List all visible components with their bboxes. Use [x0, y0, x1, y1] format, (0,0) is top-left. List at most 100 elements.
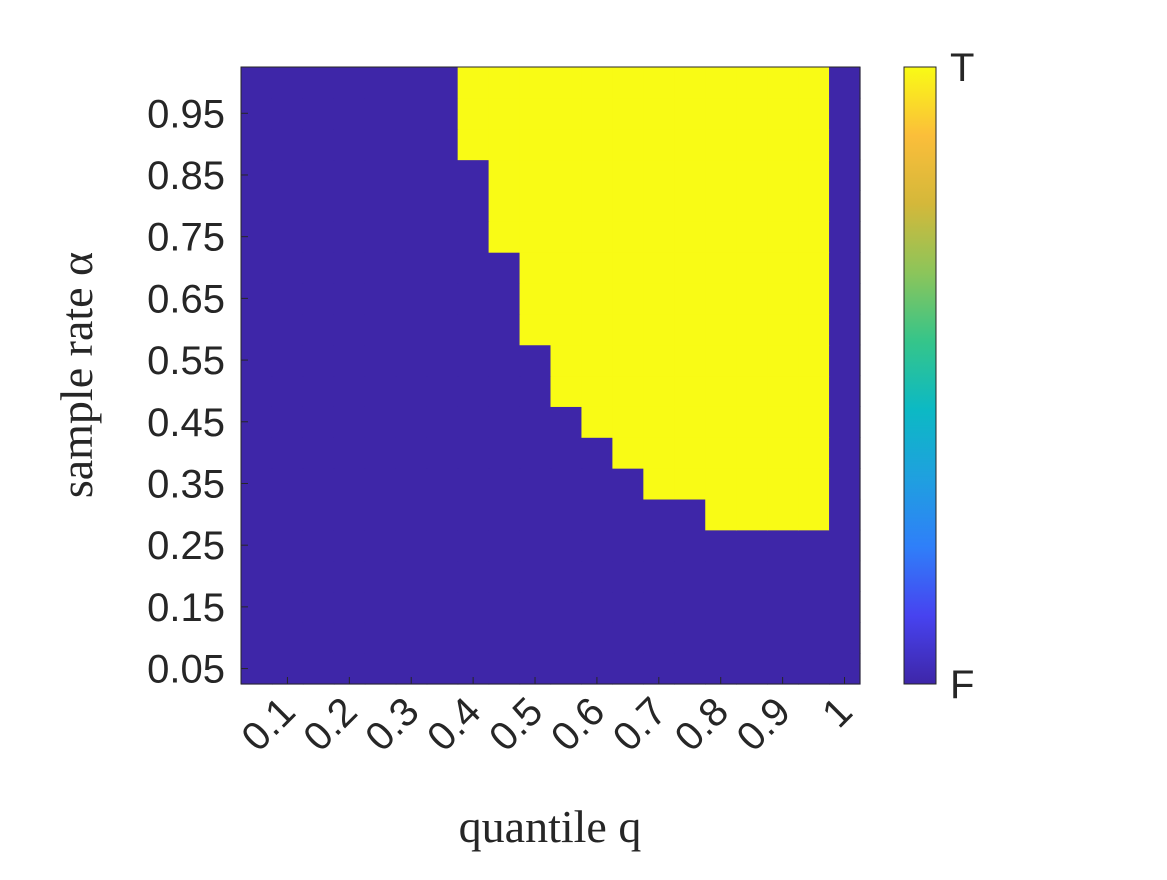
- cell: [705, 313, 737, 346]
- cell: [457, 344, 490, 377]
- cell: [519, 622, 552, 654]
- cell: [550, 252, 583, 284]
- cell: [581, 67, 613, 99]
- cell: [302, 529, 335, 562]
- cell: [798, 313, 830, 346]
- cell: [302, 128, 335, 161]
- cell: [426, 221, 459, 253]
- cell: [612, 406, 644, 438]
- cell: [643, 282, 675, 315]
- cell: [612, 159, 644, 191]
- cell: [550, 344, 583, 377]
- cell: [426, 498, 459, 531]
- cell: [674, 406, 706, 438]
- cell: [333, 221, 366, 253]
- x-axis-label: quantile q: [459, 801, 642, 852]
- colorbar-tick-label: T: [950, 46, 974, 90]
- cell: [674, 498, 706, 531]
- cell: [829, 591, 861, 623]
- cell: [829, 560, 861, 593]
- cell: [457, 406, 490, 438]
- cell: [488, 344, 521, 377]
- cell: [581, 282, 613, 315]
- y-tick-label: 0.85: [147, 154, 225, 198]
- cell: [798, 67, 830, 99]
- cell: [643, 591, 675, 623]
- cell: [457, 468, 490, 500]
- cell: [271, 159, 304, 191]
- cell: [395, 282, 428, 315]
- cell: [457, 313, 490, 346]
- cell: [364, 653, 397, 685]
- cell: [705, 437, 737, 469]
- heatmap: [241, 67, 861, 685]
- cell: [271, 591, 304, 623]
- cell: [767, 406, 799, 438]
- cell: [736, 67, 768, 99]
- cell: [364, 97, 397, 130]
- cell: [364, 313, 397, 346]
- cell: [241, 252, 273, 284]
- cell: [426, 313, 459, 346]
- cell: [736, 498, 768, 531]
- cell: [426, 653, 459, 685]
- cell: [333, 282, 366, 315]
- cell: [519, 190, 552, 222]
- cell: [829, 128, 861, 161]
- cell: [302, 498, 335, 531]
- cell: [612, 67, 644, 99]
- cell: [271, 128, 304, 161]
- cell: [705, 560, 737, 593]
- cell: [736, 344, 768, 377]
- cell: [612, 190, 644, 222]
- cell: [705, 591, 737, 623]
- cell: [798, 622, 830, 654]
- cell: [612, 375, 644, 407]
- cell: [395, 591, 428, 623]
- cell: [643, 67, 675, 99]
- cell: [395, 622, 428, 654]
- cell: [736, 97, 768, 130]
- cell: [395, 67, 428, 99]
- cell: [395, 498, 428, 531]
- cell: [519, 591, 552, 623]
- cell: [395, 468, 428, 500]
- cell: [364, 190, 397, 222]
- cell: [395, 529, 428, 562]
- cell: [767, 67, 799, 99]
- cell: [767, 560, 799, 593]
- cell: [612, 221, 644, 253]
- y-tick-label: 0.35: [147, 462, 225, 506]
- cell: [395, 375, 428, 407]
- x-tick-label: 0.6: [543, 689, 613, 759]
- cell: [333, 67, 366, 99]
- cell: [271, 344, 304, 377]
- cell: [302, 560, 335, 593]
- cell: [333, 560, 366, 593]
- cell: [674, 313, 706, 346]
- cell: [674, 653, 706, 685]
- cell: [674, 221, 706, 253]
- cell: [457, 97, 490, 130]
- cell: [550, 282, 583, 315]
- cell: [674, 468, 706, 500]
- cell: [550, 67, 583, 99]
- x-tick-label: 0.3: [357, 689, 427, 759]
- cell: [736, 406, 768, 438]
- cell: [364, 437, 397, 469]
- cell: [798, 282, 830, 315]
- cell: [798, 653, 830, 685]
- cell: [457, 529, 490, 562]
- cell: [488, 622, 521, 654]
- cell: [612, 591, 644, 623]
- cell: [426, 560, 459, 593]
- cell: [302, 313, 335, 346]
- cell: [457, 560, 490, 593]
- cell: [798, 406, 830, 438]
- cell: [705, 221, 737, 253]
- cell: [705, 344, 737, 377]
- cell: [519, 468, 552, 500]
- cell: [333, 406, 366, 438]
- cell: [829, 221, 861, 253]
- cell: [333, 159, 366, 191]
